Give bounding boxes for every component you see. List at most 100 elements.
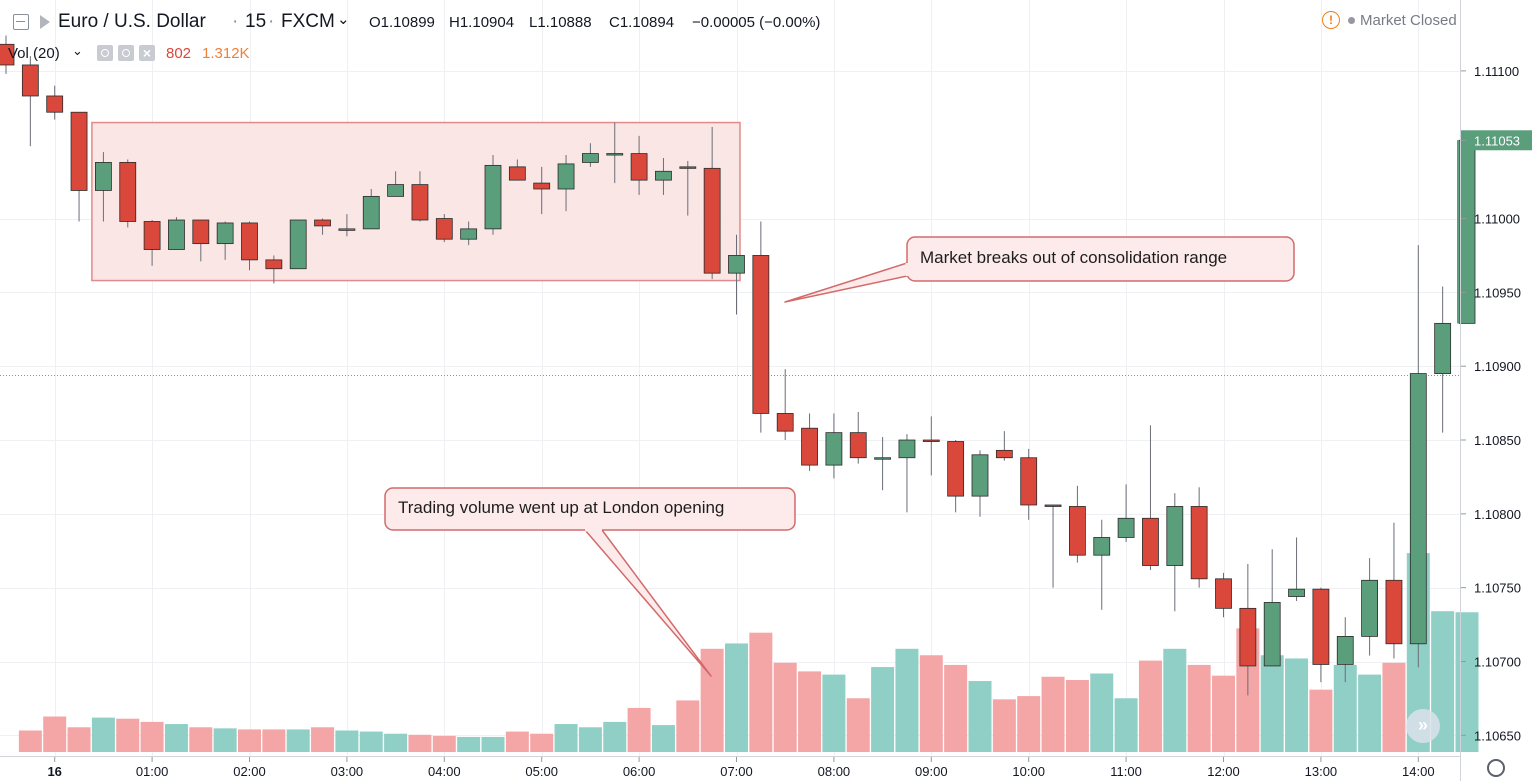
candle-up [1117, 517, 1135, 538]
volume-label[interactable]: Vol (20) [8, 45, 60, 62]
volume-bar [91, 717, 115, 752]
interval-label[interactable]: 15 [245, 11, 267, 32]
candle-down [46, 95, 64, 113]
volume-bar [335, 730, 359, 752]
ohlc-high: H1.10904 [449, 14, 515, 31]
time-tick-label: 14:00 [1402, 764, 1435, 779]
volume-bar [992, 699, 1016, 752]
volume-bar [895, 648, 919, 752]
candle-up [460, 228, 478, 240]
flag-icon [40, 15, 50, 29]
volume-bar [1212, 675, 1235, 752]
title-separator-2: · [268, 11, 275, 32]
candle-up [216, 222, 234, 245]
candle-up [728, 255, 745, 274]
price-tick-label: 1.10900 [1474, 359, 1521, 374]
candle-down [1215, 578, 1232, 609]
settings-gear-icon[interactable] [1487, 759, 1505, 777]
volume-chevron-down-icon[interactable]: ⌄ [72, 43, 83, 58]
volume-bar [1260, 655, 1284, 752]
candle-down [1044, 504, 1062, 507]
price-tick-label: 1.11000 [1474, 212, 1520, 227]
candle-up [1361, 579, 1378, 637]
volume-bar [603, 721, 627, 752]
volume-bar [871, 667, 895, 752]
candle-down [508, 166, 526, 181]
candle-up [1458, 139, 1476, 324]
volume-bar [1382, 662, 1406, 752]
candle-up [95, 162, 112, 191]
time-tick-label: 12:00 [1207, 764, 1240, 779]
candle-up [971, 454, 989, 497]
time-tick-label: 05:00 [525, 764, 558, 779]
current-price-badge [1461, 130, 1532, 151]
volume-bar [1455, 612, 1479, 752]
time-tick-label: 11:00 [1110, 764, 1142, 779]
candle-up [825, 432, 843, 466]
volume-bar [359, 731, 383, 752]
candle-down [533, 182, 551, 190]
volume-bar [67, 727, 91, 752]
candle-up [387, 184, 405, 197]
title-separator: · [232, 11, 239, 32]
close-icon[interactable]: × [139, 45, 155, 61]
volume-bar [164, 724, 188, 752]
time-tick-label: 13:00 [1305, 764, 1338, 779]
volume-bar [262, 729, 286, 752]
candle-up [289, 219, 307, 270]
candle-up [168, 219, 185, 250]
volume-bar [116, 718, 140, 752]
candle-down [1239, 607, 1257, 667]
volume-bar [725, 643, 748, 752]
candle-down [1190, 506, 1208, 580]
ohlc-low: L1.10888 [529, 14, 592, 31]
price-tick-label: 1.11100 [1474, 64, 1519, 79]
volume-bar [457, 736, 481, 752]
candle-down [1069, 506, 1086, 556]
volume-bar [530, 733, 554, 752]
scroll-to-realtime-button[interactable]: » [1406, 709, 1440, 743]
ohlc-change: −0.00005 (−0.00%) [692, 14, 821, 31]
symbol-title[interactable]: Euro / U.S. Dollar [58, 11, 206, 32]
volume-bar [578, 727, 602, 752]
price-tick-label: 1.10700 [1474, 655, 1521, 670]
exchange-label[interactable]: FXCM [281, 11, 335, 32]
time-tick-label: 10:00 [1012, 764, 1045, 779]
chart-header: Euro / U.S. Dollar · 15 · FXCM ⌄ O1.1089… [0, 0, 1460, 44]
volume-bar [140, 721, 164, 752]
volume-bar [1285, 658, 1309, 752]
candle-down [1385, 579, 1403, 645]
candle-down [703, 167, 721, 274]
volume-bar [846, 698, 870, 752]
time-tick-label: 06:00 [623, 764, 656, 779]
time-tick-label: 04:00 [428, 764, 461, 779]
volume-bar [408, 734, 432, 752]
volume-bar [238, 729, 261, 752]
candle-down [922, 439, 940, 442]
candle-down [630, 153, 648, 181]
candle-up [1093, 537, 1111, 556]
volume-bar [554, 724, 578, 752]
axes [0, 0, 1461, 781]
volume-bar [1041, 676, 1065, 752]
time-tick-label: 09:00 [915, 764, 948, 779]
volume-bar [1358, 674, 1382, 752]
candle-down [995, 449, 1013, 459]
volume-bar [822, 674, 846, 752]
candle-up [1263, 602, 1281, 667]
market-status[interactable]: Market Closed [1360, 12, 1457, 29]
symbol-chevron-down-icon[interactable]: ⌄ [337, 11, 350, 28]
ohlc-open: O1.10899 [369, 14, 435, 31]
volume-bar [798, 671, 822, 752]
candle-up [655, 170, 672, 181]
candle-down [776, 413, 794, 432]
alert-circle-icon[interactable]: ! [1322, 11, 1340, 29]
price-scale[interactable]: 1.11100 1.11053 1.11000 1.10950 1.10900 1.108… [1457, 64, 1532, 743]
time-scale[interactable]: 16 01:00 02:00 03:00 04:00 05:00 06:00 07:00 08:… [47, 757, 1435, 779]
candle-up [582, 153, 599, 163]
price-tick-label: 1.10650 [1474, 728, 1521, 743]
volume-callout-text: Trading volume went up at London opening [398, 498, 725, 517]
collapse-icon[interactable] [13, 14, 29, 30]
time-tick-label: 08:00 [818, 764, 851, 779]
